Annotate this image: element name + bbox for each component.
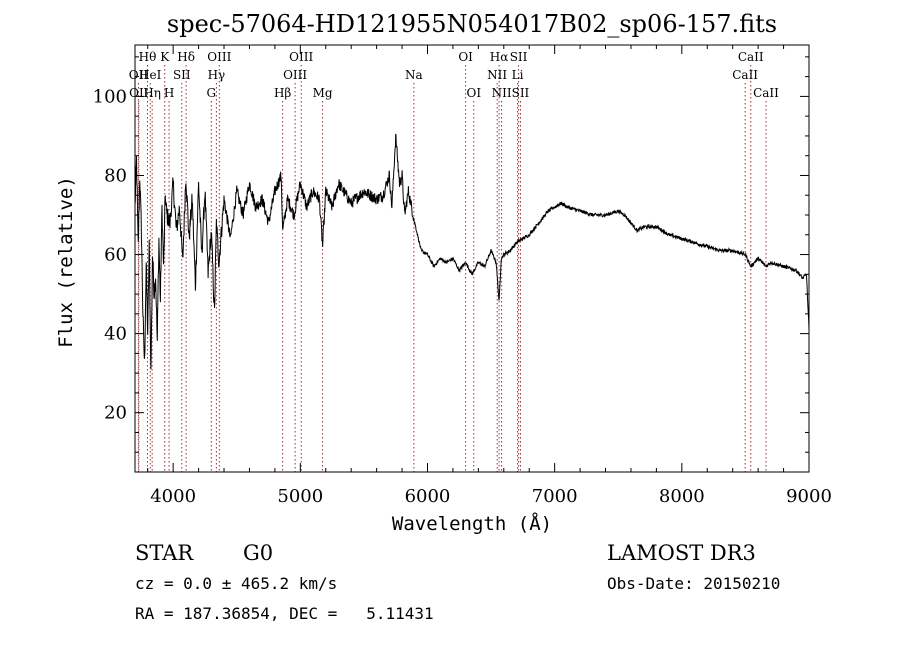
y-axis-ticks: 20 40 60 80 100 — [93, 56, 809, 453]
y-tick-label: 60 — [104, 245, 127, 266]
spectral-line-label: OIII — [289, 50, 313, 64]
x-axis-label: Wavelength (Å) — [392, 512, 552, 535]
spectral-line-label: OII — [129, 68, 149, 82]
survey-name: LAMOST DR3 — [607, 541, 756, 565]
spectral-line-label: OI — [458, 50, 473, 64]
plot-frame — [134, 44, 810, 473]
spectral-line-label: Hη — [143, 86, 161, 100]
y-axis-label: Flux (relative) — [55, 176, 77, 348]
chart-title: spec-57064-HD121955N054017B02_sp06-157.f… — [167, 10, 777, 38]
y-tick-label: 80 — [104, 165, 127, 186]
x-tick-label: 7000 — [532, 486, 578, 507]
obs-date: Obs-Date: 20150210 — [607, 574, 780, 593]
object-subclass: G0 — [243, 541, 273, 565]
spectral-line-label: Mg — [313, 86, 333, 100]
spectral-line-label: SII — [510, 50, 528, 64]
spectral-line-label: Hγ — [208, 68, 226, 82]
spectrum-series-line — [134, 133, 810, 370]
spectral-line-label: CaII — [753, 86, 779, 100]
spectral-line-label: Na — [405, 68, 423, 82]
y-tick-label: 100 — [93, 86, 127, 107]
x-tick-label: 6000 — [405, 486, 451, 507]
x-tick-label: 8000 — [659, 486, 705, 507]
x-tick-label: 9000 — [786, 486, 832, 507]
spectral-line-label: CaII — [738, 50, 764, 64]
spectral-line-label: HeI — [139, 68, 162, 82]
spectral-line-label: Hδ — [177, 50, 195, 64]
spectral-line-label: Hθ — [139, 50, 157, 64]
spectral-line-label: H — [164, 86, 174, 100]
spectral-line-label: OI — [466, 86, 481, 100]
spectral-line-label: Li — [512, 68, 524, 82]
x-tick-label: 5000 — [277, 486, 323, 507]
y-tick-label: 40 — [104, 324, 127, 345]
y-tick-label: 20 — [104, 403, 127, 424]
spectral-line-label: G — [207, 86, 217, 100]
coordinates-readout: RA = 187.36854, DEC = 5.11431 — [135, 604, 434, 623]
redshift-readout: cz = 0.0 ± 465.2 km/s — [135, 574, 337, 593]
spectral-line-label: NII — [492, 86, 512, 100]
x-axis-ticks: 4000 5000 6000 7000 8000 9000 — [147, 45, 832, 507]
x-tick-label: 4000 — [150, 486, 196, 507]
spectral-line-label: Hα — [490, 50, 509, 64]
spectral-line-label: OIII — [283, 68, 307, 82]
spectral-line-label: OIII — [207, 50, 231, 64]
object-class: STAR — [135, 541, 194, 565]
spectral-line-label: SII — [512, 86, 530, 100]
spectral-line-label: K — [160, 50, 170, 64]
spectral-line-markers — [137, 65, 767, 472]
spectral-line-label: SII — [173, 68, 191, 82]
spectral-line-label: Hβ — [274, 86, 291, 100]
spectral-line-label: CaII — [732, 68, 758, 82]
spectral-line-label: NII — [487, 68, 507, 82]
